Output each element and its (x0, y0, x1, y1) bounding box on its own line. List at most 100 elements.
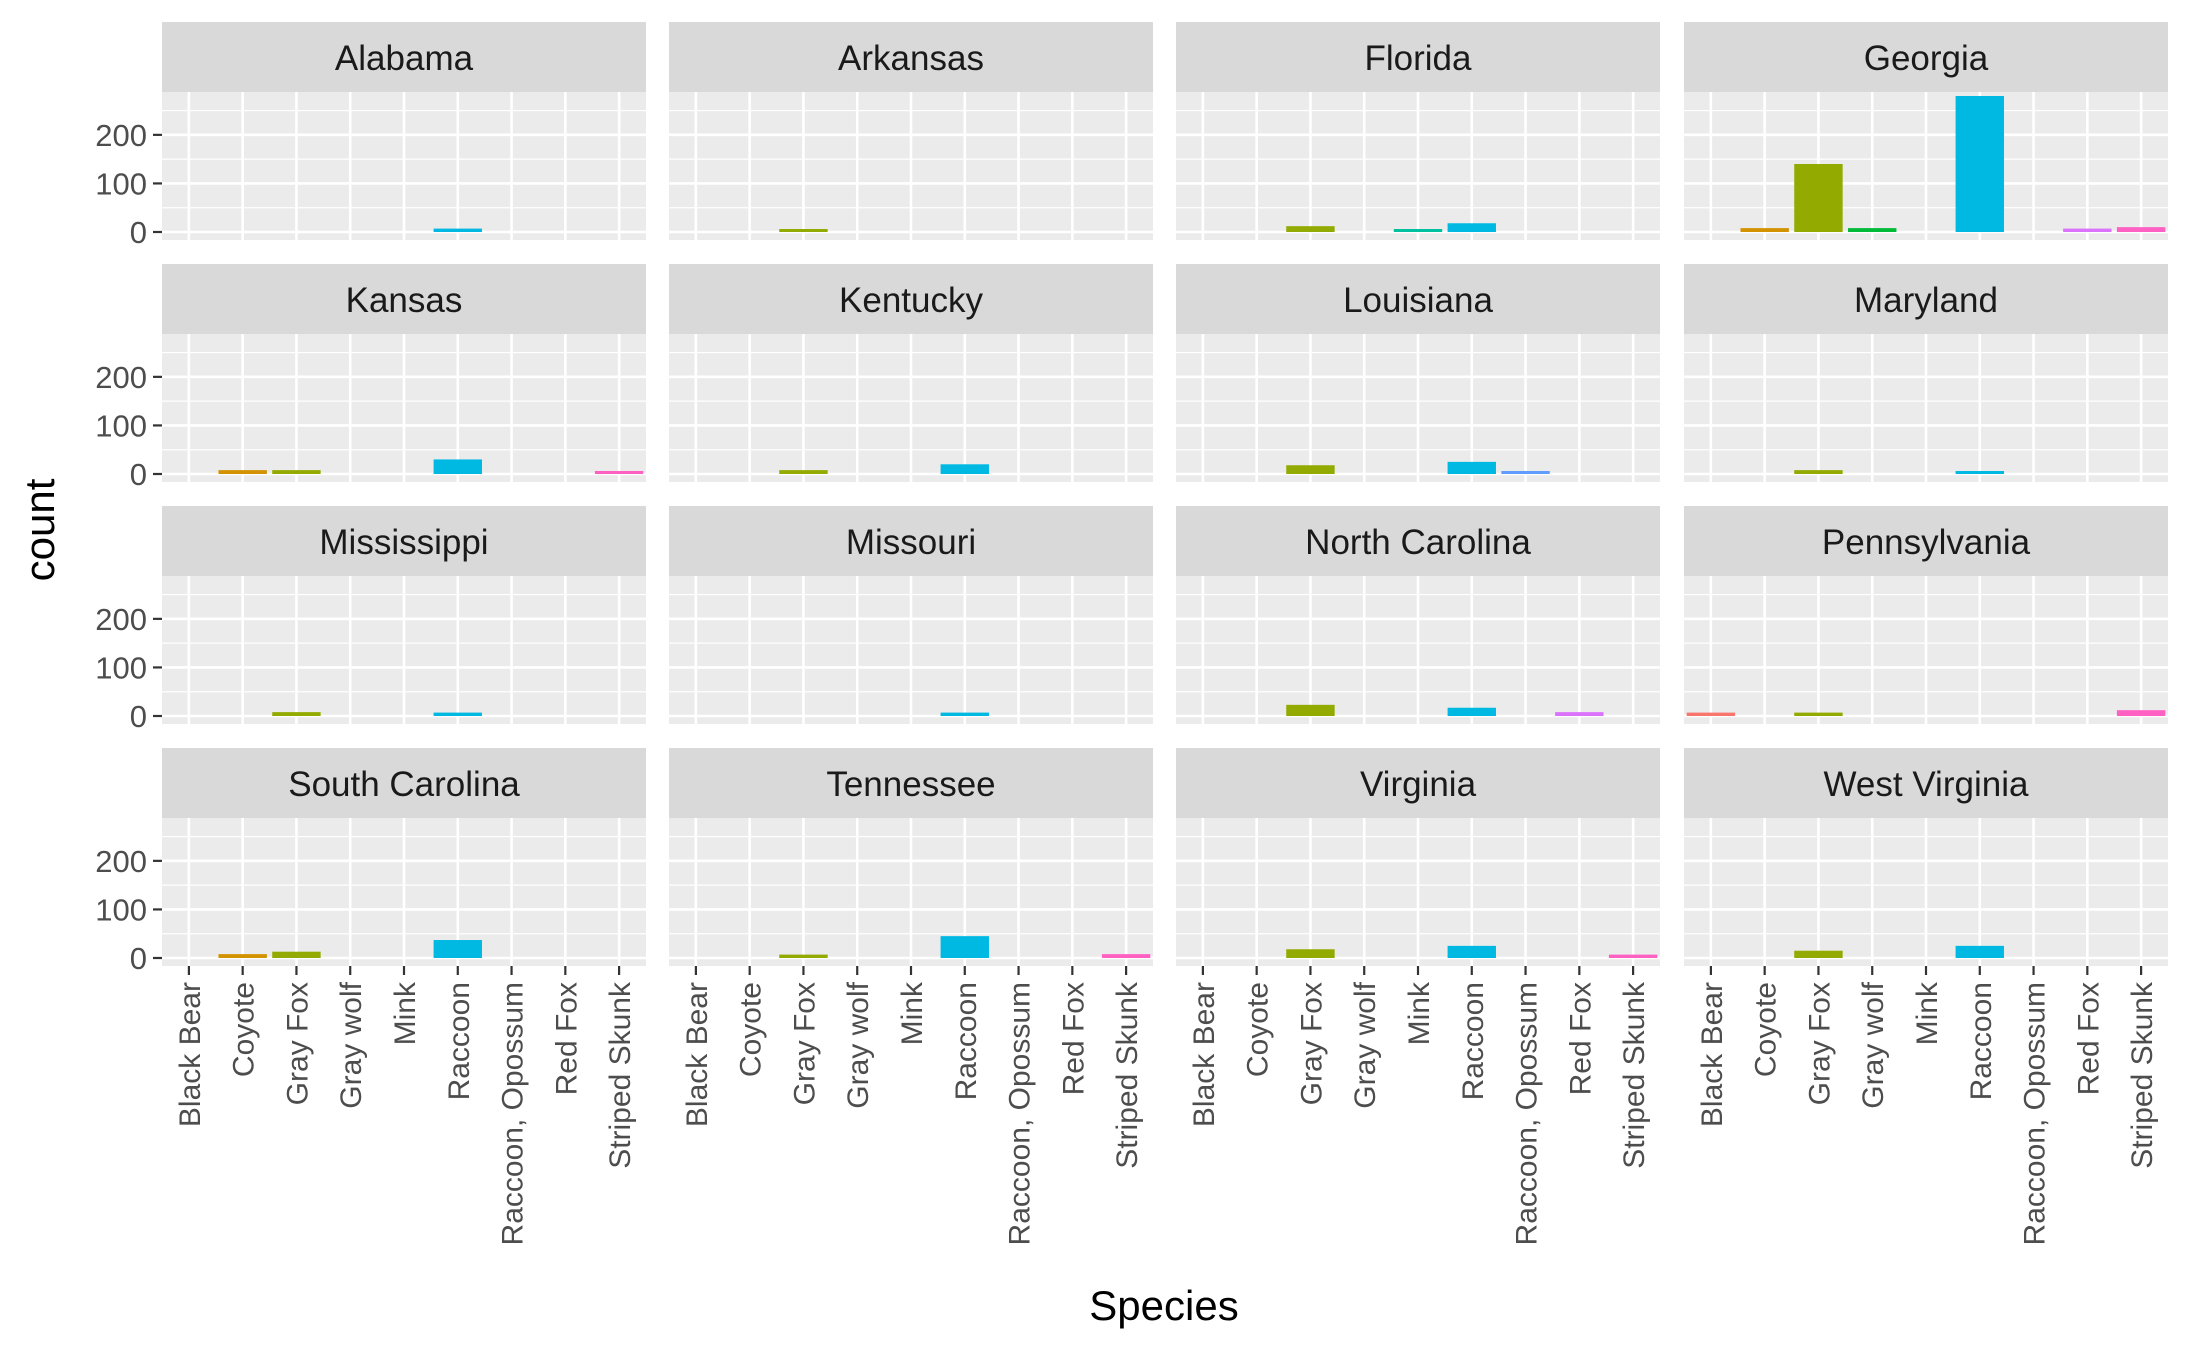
bar-pennsylvania-striped-skunk (2116, 710, 2166, 716)
bar-missouri-raccoon (940, 712, 989, 716)
facet-title: Virginia (1360, 765, 1477, 804)
x-tick-label: Gray wolf (1349, 981, 1382, 1108)
y-tick-label: 0 (130, 699, 147, 734)
bar-maryland-gray-fox (1794, 470, 1843, 474)
y-tick-label: 0 (130, 457, 147, 492)
x-tick-label: Striped Skunk (1111, 981, 1144, 1169)
bar-florida-raccoon (1447, 223, 1496, 232)
x-tick-label: Coyote (1750, 982, 1783, 1077)
bar-south-carolina-coyote (218, 954, 267, 958)
facet-north-carolina: North Carolina (1176, 506, 1660, 724)
x-tick-label: Raccoon (1457, 982, 1490, 1100)
facet-title: Tennessee (826, 765, 995, 804)
bar-kentucky-raccoon (940, 464, 989, 474)
facet-strip (1684, 264, 2168, 334)
facet-maryland: Maryland (1684, 264, 2168, 482)
y-tick-label: 0 (130, 941, 147, 976)
bar-north-carolina-raccoon (1447, 707, 1496, 716)
y-tick-label: 100 (95, 166, 147, 201)
facet-title: Alabama (335, 39, 474, 78)
facet-strip (669, 264, 1153, 334)
x-tick-label: Raccoon, Opossum (1004, 982, 1037, 1245)
bar-georgia-red-fox (2063, 228, 2112, 232)
facet-strip (669, 22, 1153, 92)
facet-title: Pennsylvania (1822, 523, 2031, 562)
facet-title: Florida (1365, 39, 1473, 78)
bar-kansas-striped-skunk (594, 471, 644, 474)
facet-mississippi: Mississippi 0 100 200 (95, 506, 646, 734)
facet-strip (1176, 748, 1660, 818)
bar-louisiana-gray-fox (1286, 465, 1335, 474)
x-tick-label: Coyote (1242, 982, 1275, 1077)
facet-arkansas: Arkansas (669, 22, 1153, 240)
facet-louisiana: Louisiana (1176, 264, 1660, 482)
facet-strip (162, 506, 646, 576)
x-tick-label: Striped Skunk (1618, 981, 1651, 1169)
y-tick-label: 100 (95, 408, 147, 443)
facet-title: Mississippi (319, 523, 488, 562)
bar-kansas-gray-fox (272, 470, 321, 474)
bar-south-carolina-raccoon (433, 940, 482, 958)
x-tick-label: Red Fox (1564, 982, 1597, 1095)
bar-louisiana-raccoon-opossum (1501, 471, 1550, 474)
x-tick-label: Red Fox (2072, 982, 2105, 1095)
facet-strip (1684, 506, 2168, 576)
facet-title: North Carolina (1305, 523, 1531, 562)
bar-georgia-striped-skunk (2116, 227, 2166, 232)
x-tick-label: Coyote (735, 982, 768, 1077)
x-tick-label: Mink (1403, 981, 1436, 1045)
bar-mississippi-raccoon (433, 712, 482, 716)
y-tick-label: 200 (95, 844, 147, 879)
bar-kansas-coyote (218, 470, 267, 474)
facet-florida: Florida (1176, 22, 1660, 240)
bar-virginia-raccoon (1447, 945, 1496, 958)
bar-tennessee-gray-fox (779, 954, 828, 958)
bar-west-virginia-raccoon (1955, 945, 2004, 958)
facet-strip (162, 748, 646, 818)
y-tick-label: 200 (95, 360, 147, 395)
bar-tennessee-striped-skunk (1101, 954, 1151, 958)
facet-west-virginia: West Virginia Black Bear Coyote Gray Fox Gra… (1684, 748, 2168, 1245)
x-tick-label: Raccoon (1965, 982, 1998, 1100)
facet-title: South Carolina (288, 765, 520, 804)
bar-mississippi-gray-fox (272, 712, 321, 716)
x-tick-label: Red Fox (1057, 982, 1090, 1095)
facet-title: Arkansas (838, 39, 984, 78)
x-tick-label: Gray Fox (1803, 982, 1836, 1105)
x-tick-label: Raccoon, Opossum (497, 982, 530, 1245)
facet-pennsylvania: Pennsylvania (1684, 506, 2168, 724)
x-tick-label: Gray Fox (281, 982, 314, 1105)
facet-title: Kentucky (839, 281, 983, 320)
bar-south-carolina-gray-fox (272, 951, 321, 958)
facet-tennessee: Tennessee Black Bear Coyote Gray Fox Gray wo… (669, 748, 1153, 1245)
y-tick-label: 100 (95, 650, 147, 685)
x-tick-label: Gray wolf (1857, 981, 1890, 1108)
x-tick-label: Coyote (228, 982, 261, 1077)
facet-strip (162, 22, 646, 92)
bar-florida-gray-fox (1286, 226, 1335, 232)
facet-strip (1176, 506, 1660, 576)
bar-pennsylvania-gray-fox (1794, 712, 1843, 716)
x-tick-label: Black Bear (1188, 982, 1221, 1127)
bar-west-virginia-gray-fox (1794, 950, 1843, 958)
bar-louisiana-raccoon (1447, 461, 1496, 474)
x-tick-label: Raccoon (443, 982, 476, 1100)
facet-title: West Virginia (1824, 765, 2029, 804)
bar-florida-mink (1393, 229, 1443, 232)
facet-strip (1176, 22, 1660, 92)
facet-title: Louisiana (1343, 281, 1493, 320)
x-tick-label: Raccoon, Opossum (1511, 982, 1544, 1245)
bar-virginia-gray-fox (1286, 949, 1335, 958)
x-tick-label: Mink (896, 981, 929, 1045)
facet-georgia: Georgia (1684, 22, 2168, 240)
y-tick-label: 200 (95, 118, 147, 153)
bar-pennsylvania-black-bear (1686, 712, 1736, 716)
x-tick-label: Gray Fox (1295, 982, 1328, 1105)
x-tick-label: Black Bear (174, 982, 207, 1127)
y-axis-title: count (16, 478, 63, 581)
bar-maryland-raccoon (1955, 471, 2004, 474)
bar-north-carolina-gray-fox (1286, 704, 1335, 716)
y-tick-label: 200 (95, 602, 147, 637)
